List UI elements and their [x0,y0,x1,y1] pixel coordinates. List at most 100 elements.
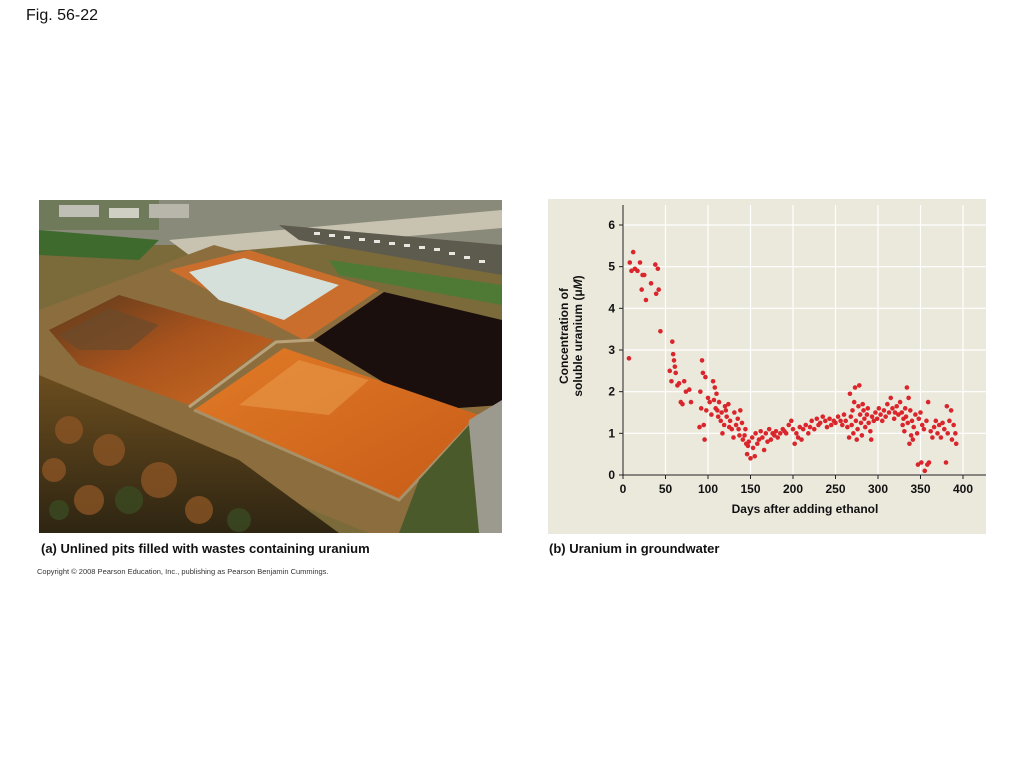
data-point [953,441,959,447]
x-tick-label: 400 [953,482,973,496]
data-point [860,401,865,407]
x-tick-label: 350 [910,482,930,496]
y-axis-title-line1: Concentration of [557,287,571,384]
data-point [806,431,811,436]
data-point [800,426,806,432]
data-point [707,399,712,405]
data-point [930,435,935,440]
data-point [949,437,955,442]
data-point [824,424,830,430]
data-point [698,406,704,411]
data-point [795,435,801,440]
data-point [921,426,927,432]
data-point [873,410,878,415]
data-point [716,399,722,405]
data-point [766,426,772,432]
y-tick-label: 4 [608,301,615,315]
data-point [947,418,952,424]
data-point [737,433,742,438]
data-point [945,431,950,436]
data-point [712,385,718,390]
data-point [724,414,729,419]
data-point [705,395,711,401]
data-point [869,414,875,419]
data-point [733,422,739,428]
data-point [833,420,838,426]
data-point [948,408,954,413]
data-point [859,433,865,438]
data-point [885,401,890,407]
data-point [750,445,756,451]
data-point [838,418,843,424]
data-point [951,422,956,428]
data-point [687,387,692,392]
data-point [902,428,907,434]
data-point [670,339,675,344]
data-point [904,385,910,390]
data-point [775,435,780,440]
data-point [719,410,724,415]
data-point [820,414,826,419]
x-tick-label: 250 [825,482,845,496]
data-point [879,418,885,424]
x-tick-label: 150 [740,482,760,496]
data-point [688,399,694,405]
y-axis-title-line2: soluble uranium (μM) [571,275,585,396]
data-point [908,408,913,413]
data-point [746,439,752,444]
data-point [896,412,901,417]
data-point [862,416,867,422]
data-point [911,424,916,430]
data-point [740,437,746,442]
data-point [835,414,841,419]
data-point [756,437,762,442]
data-point [846,435,852,440]
data-point [807,424,813,430]
data-point [803,422,809,428]
data-point [701,422,707,428]
data-point [857,412,863,417]
data-point [753,431,758,436]
data-point [811,426,817,432]
data-point [729,426,735,432]
data-point [899,410,905,415]
data-point [742,433,747,438]
data-point [783,431,789,436]
data-point [626,356,632,361]
data-point [711,397,717,403]
data-point [680,401,685,407]
data-point [843,418,848,424]
data-point [629,268,634,274]
y-tick-label: 2 [608,385,615,399]
data-point [913,412,918,417]
data-point [840,422,845,428]
data-point [881,408,887,413]
y-tick-labels: 0 1 2 3 4 5 6 [608,218,615,482]
data-point [792,441,797,447]
data-point [639,287,644,292]
x-tick-label: 0 [620,482,627,496]
data-point [910,437,916,442]
data-point [856,403,861,409]
data-point [670,351,676,357]
data-point [855,426,860,432]
data-point [849,422,854,428]
data-point [672,364,678,369]
data-point [667,368,673,374]
data-point [814,416,820,422]
y-tick-label: 6 [608,218,615,232]
data-point [732,410,737,415]
data-point [749,435,755,440]
data-point [709,412,714,417]
data-point [851,399,857,405]
data-point [918,410,923,415]
data-point [858,420,864,426]
data-point [894,403,899,409]
data-point [656,287,661,292]
data-point [845,424,850,430]
axes [619,205,986,479]
data-point [794,431,799,436]
data-point [739,420,745,426]
data-point [715,408,720,413]
data-point [655,266,661,272]
